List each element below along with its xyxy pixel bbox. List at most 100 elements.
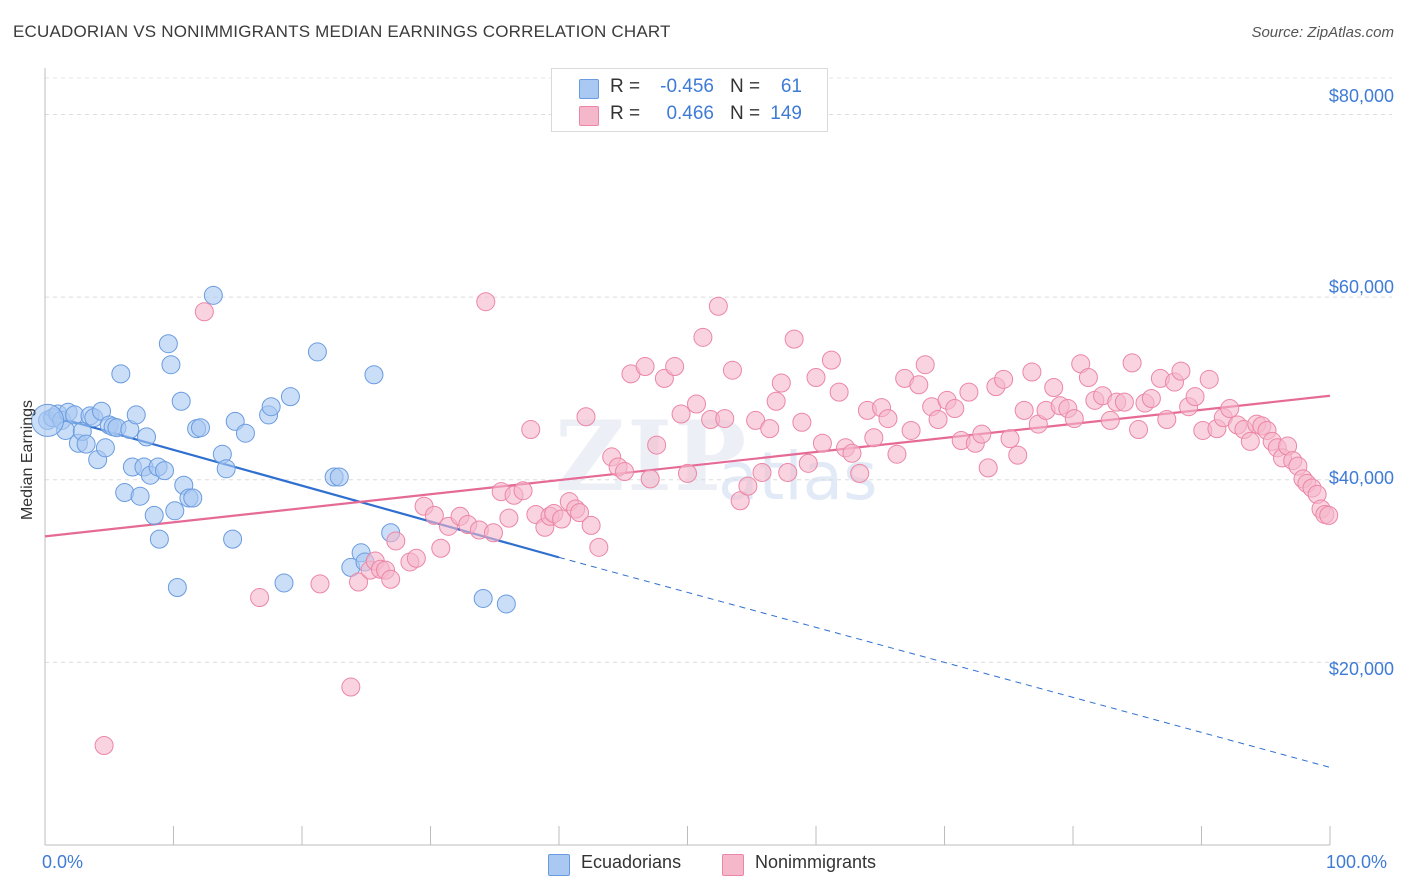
nonimmigrant-point — [431, 538, 451, 558]
nonimmigrant-point — [1014, 400, 1034, 420]
nonimmigrant-point — [349, 572, 369, 592]
nonimmigrant-point — [1078, 367, 1098, 387]
ecuadorian-point — [158, 334, 178, 354]
ecuadorian-point — [216, 459, 236, 479]
ecuadorian-point — [76, 434, 96, 454]
nonimmigrant-point — [887, 444, 907, 464]
ecuadorian-point — [280, 387, 300, 407]
nonimmigrant-point — [901, 420, 921, 440]
nonimmigrant-point — [581, 515, 601, 535]
axes — [44, 68, 1331, 846]
legend-row-ecuadorians: R = -0.456 N = 61 — [552, 76, 827, 100]
nonimmigrant-point — [424, 505, 444, 525]
nonimmigrant-point — [1000, 429, 1020, 449]
ecuadorian-point — [261, 397, 281, 417]
ecuadorian-point — [95, 438, 115, 458]
chart-title: ECUADORIAN VS NONIMMIGRANTS MEDIAN EARNI… — [13, 22, 671, 41]
nonimmigrant-point — [671, 404, 691, 424]
nonimmigrant-point — [978, 458, 998, 478]
legend-n-label: N = — [730, 103, 761, 124]
nonimmigrant-point — [589, 537, 609, 557]
legend-n-value: 61 — [780, 76, 802, 97]
ecuadorian-point — [126, 405, 146, 425]
nonimmigrant-point — [864, 428, 884, 448]
nonimmigrant-point — [909, 375, 929, 395]
nonimmigrant-point — [1240, 431, 1260, 451]
legend-swatch-pink — [579, 106, 599, 126]
ecuadorian-point — [165, 501, 185, 521]
nonimmigrant-point — [766, 391, 786, 411]
nonimmigrant-point — [972, 424, 992, 444]
nonimmigrant-point — [994, 369, 1014, 389]
nonimmigrant-point — [640, 469, 660, 489]
nonimmigrant-point — [1129, 420, 1149, 440]
nonimmigrant-point — [915, 355, 935, 375]
ecuadorian-point — [130, 486, 150, 506]
bottom-legend-label: Ecuadorians — [581, 852, 682, 872]
nonimmigrant-point — [341, 677, 361, 697]
ecuadorian-point — [223, 529, 243, 549]
y-tick-label: $60,000 — [1328, 277, 1394, 297]
nonimmigrant-point — [878, 409, 898, 429]
ecuadorian-point — [161, 355, 181, 375]
nonimmigrant-point — [1008, 445, 1028, 465]
ecuadorian-point — [155, 461, 175, 481]
nonimmigrant-point — [821, 350, 841, 370]
nonimmigrant-point — [1319, 505, 1339, 525]
x-tick-label-max: 100.0% — [1326, 852, 1388, 872]
nonimmigrant-point — [829, 382, 849, 402]
nonimmigrant-point — [792, 412, 812, 432]
nonimmigrant-point — [552, 509, 572, 529]
nonimmigrant-point — [1044, 378, 1064, 398]
nonimmigrant-point — [499, 508, 519, 528]
nonimmigrant-point — [746, 410, 766, 430]
nonimmigrant-point — [615, 462, 635, 482]
nonimmigrant-point — [959, 382, 979, 402]
nonimmigrant-point — [483, 523, 503, 543]
nonimmigrant-point — [1122, 353, 1142, 373]
ecuadorian-point — [144, 505, 164, 525]
nonimmigrant-point — [647, 435, 667, 455]
ecuadorian-point — [307, 342, 327, 362]
nonimmigrant-point — [476, 292, 496, 312]
nonimmigrant-point — [94, 735, 114, 755]
data-points — [31, 285, 1339, 755]
nonimmigrant-point — [1185, 387, 1205, 407]
nonimmigrant-point — [406, 548, 426, 568]
nonimmigrant-point — [693, 327, 713, 347]
nonimmigrant-point — [722, 360, 742, 380]
ecuadorian-point-large — [31, 403, 65, 437]
nonimmigrant-point — [784, 329, 804, 349]
source-label: Source: ZipAtlas.com — [1251, 24, 1394, 41]
y-tick-label: $80,000 — [1328, 86, 1394, 106]
nonimmigrant-point — [665, 357, 685, 377]
ecuadorian-point — [111, 364, 131, 384]
nonimmigrant-point — [521, 420, 541, 440]
nonimmigrant-point — [1022, 362, 1042, 382]
legend-n-value: 149 — [770, 103, 802, 124]
ecuadorian-point — [171, 391, 191, 411]
ecuadorian-point — [167, 578, 187, 598]
ecuadorian-point — [190, 418, 210, 438]
ecuadorian-point — [235, 423, 255, 443]
ecuadorian-point — [183, 488, 203, 508]
nonimmigrant-point — [708, 296, 728, 316]
nonimmigrant-point — [738, 476, 758, 496]
ecuadorian-point — [364, 365, 384, 385]
nonimmigrant-point — [1114, 392, 1134, 412]
x-tick-label-min: 0.0% — [42, 852, 84, 872]
nonimmigrant-point — [1100, 410, 1120, 430]
legend-r-value: 0.466 — [666, 103, 714, 124]
nonimmigrant-point — [386, 531, 406, 551]
legend-n-label: N = — [730, 76, 761, 97]
legend-row-nonimmigrants: R = 0.466 N = 149 — [552, 103, 827, 127]
legend-r-value: -0.456 — [660, 76, 714, 97]
bottom-legend-swatch-blue — [548, 854, 570, 876]
nonimmigrant-point — [381, 569, 401, 589]
nonimmigrant-point — [798, 453, 818, 473]
nonimmigrant-point — [715, 409, 735, 429]
ecuadorian-point — [203, 285, 223, 305]
ecuadorian-trend-extension — [558, 556, 1331, 768]
nonimmigrant-point — [635, 357, 655, 377]
nonimmigrant-point — [570, 503, 590, 523]
